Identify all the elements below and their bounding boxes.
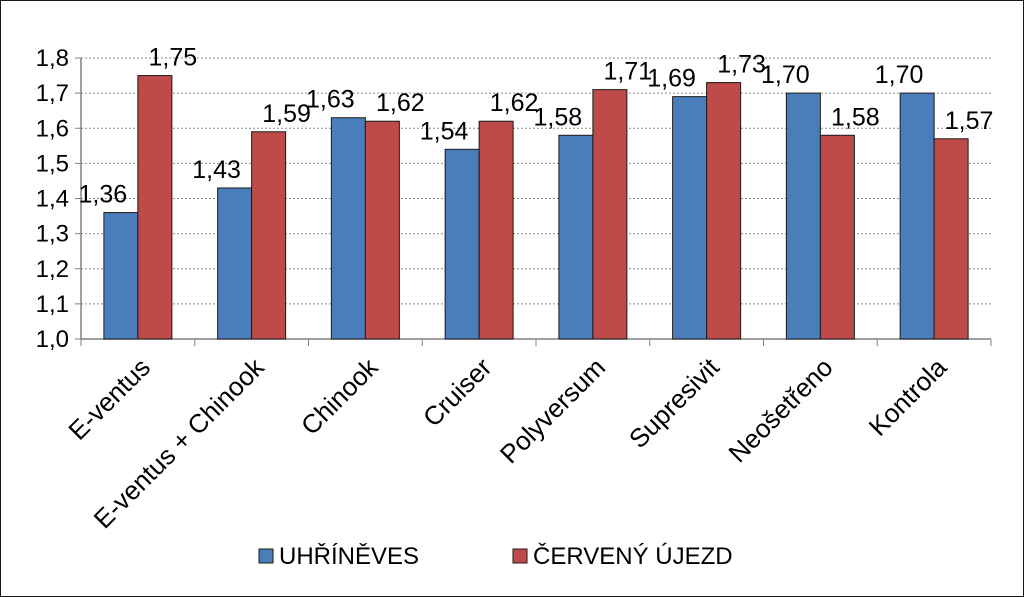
bar-cerveny-ujezd [819, 134, 855, 340]
bar-uhrineves [217, 187, 253, 340]
y-tick-label: 1,3 [36, 221, 69, 248]
data-label: 1,73 [717, 51, 766, 79]
legend-swatch [258, 548, 274, 564]
data-label: 1,57 [945, 107, 994, 135]
data-label: 1,43 [192, 156, 241, 184]
bar-cerveny-ujezd [933, 138, 969, 340]
bar-uhrineves [785, 92, 821, 340]
y-tick-label: 1,2 [36, 256, 69, 283]
data-label: 1,58 [831, 103, 880, 131]
y-tick-label: 1,1 [36, 291, 69, 318]
x-tick-label: E-ventus [62, 352, 156, 446]
data-label: 1,70 [875, 61, 924, 89]
data-label: 1,54 [420, 117, 469, 145]
data-label: 1,62 [490, 89, 539, 117]
y-tick-label: 1,6 [36, 115, 69, 142]
y-tick-label: 1,7 [36, 80, 69, 107]
y-tick-label: 1,0 [36, 326, 69, 353]
x-tick-label: Supresivit [623, 351, 725, 453]
bar-cerveny-ujezd [592, 89, 628, 340]
data-label: 1,69 [647, 65, 696, 93]
x-tick-label: Neošetřeno [722, 352, 838, 468]
bar-uhrineves [444, 148, 480, 340]
bar-uhrineves [899, 92, 935, 340]
legend-label: UHŘÍNĚVES [279, 543, 419, 570]
x-tick-label: Cruiser [417, 352, 498, 433]
bar-cerveny-ujezd [364, 120, 400, 340]
bar-cerveny-ujezd [251, 131, 287, 340]
bar-cerveny-ujezd [706, 82, 742, 340]
data-label: 1,59 [262, 100, 311, 128]
x-tick-label: Kontrola [863, 352, 953, 442]
bar-uhrineves [103, 212, 139, 340]
legend-label: ČERVENÝ ÚJEZD [533, 542, 733, 570]
x-tick-label: Chinook [295, 351, 384, 440]
data-label: 1,70 [761, 61, 810, 89]
bar-cerveny-ujezd [478, 120, 514, 340]
data-label: 1,63 [306, 86, 355, 114]
y-tick-label: 1,5 [36, 150, 69, 177]
y-tick-label: 1,4 [36, 186, 69, 213]
bar-uhrineves [330, 117, 366, 340]
bar-uhrineves [558, 134, 594, 340]
x-tick-label: Polyversum [494, 352, 611, 469]
data-label: 1,71 [604, 58, 653, 86]
data-label: 1,36 [79, 181, 128, 209]
y-tick-label: 1,8 [36, 45, 69, 72]
bar-uhrineves [672, 96, 708, 340]
data-label: 1,62 [376, 89, 425, 117]
bar-cerveny-ujezd [137, 75, 173, 340]
data-label: 1,58 [534, 103, 583, 131]
legend-swatch [512, 548, 528, 564]
data-label: 1,75 [149, 44, 198, 72]
